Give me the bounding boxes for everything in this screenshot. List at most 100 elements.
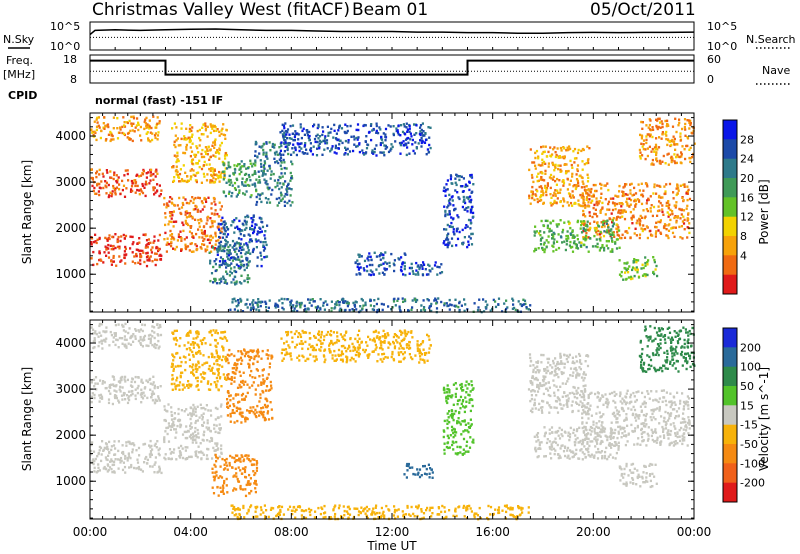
- data-cell: [307, 298, 309, 300]
- data-cell: [223, 134, 225, 136]
- data-cell: [257, 304, 259, 306]
- data-cell: [144, 324, 146, 326]
- data-cell: [320, 298, 322, 300]
- data-cell: [225, 230, 227, 232]
- data-cell: [366, 143, 368, 145]
- data-cell: [237, 393, 239, 395]
- data-cell: [587, 194, 589, 196]
- data-cell: [262, 378, 264, 380]
- data-cell: [671, 156, 673, 158]
- data-cell: [246, 384, 248, 386]
- data-cell: [674, 143, 676, 145]
- data-cell: [215, 270, 217, 272]
- data-cell: [287, 147, 289, 149]
- data-cell: [619, 237, 621, 239]
- data-cell: [247, 167, 249, 169]
- data-cell: [155, 247, 157, 249]
- data-cell: [555, 151, 557, 153]
- data-cell: [655, 144, 657, 146]
- data-cell: [561, 241, 563, 243]
- data-cell: [263, 249, 265, 251]
- data-cell: [440, 263, 442, 265]
- data-cell: [652, 126, 654, 128]
- data-cell: [552, 178, 554, 180]
- data-cell: [197, 429, 199, 431]
- data-cell: [642, 209, 644, 211]
- data-cell: [505, 300, 507, 302]
- data-cell: [221, 128, 223, 130]
- data-cell: [655, 268, 657, 270]
- data-cell: [108, 252, 110, 254]
- data-cell: [414, 298, 416, 300]
- data-cell: [154, 387, 156, 389]
- data-cell: [149, 119, 151, 121]
- data-cell: [503, 302, 505, 304]
- data-cell: [455, 182, 457, 184]
- data-cell: [447, 179, 449, 181]
- data-cell: [599, 238, 601, 240]
- data-cell: [214, 125, 216, 127]
- data-cell: [260, 254, 262, 256]
- data-cell: [190, 146, 192, 148]
- data-cell: [205, 129, 207, 131]
- data-cell: [593, 235, 595, 237]
- data-cell: [409, 131, 411, 133]
- data-cell: [410, 135, 412, 137]
- data-cell: [229, 274, 231, 276]
- data-cell: [668, 230, 670, 232]
- data-cell: [276, 184, 278, 186]
- data-cell: [215, 449, 217, 451]
- data-cell: [254, 155, 256, 157]
- data-cell: [91, 243, 93, 245]
- data-cell: [170, 238, 172, 240]
- data-cell: [238, 265, 240, 267]
- data-cell: [237, 299, 239, 301]
- data-cell: [233, 372, 235, 374]
- data-cell: [138, 242, 140, 244]
- data-cell: [394, 259, 396, 261]
- data-cell: [293, 151, 295, 153]
- data-cell: [367, 256, 369, 258]
- data-cell: [375, 268, 377, 270]
- data-cell: [260, 146, 262, 148]
- data-cell: [277, 179, 279, 181]
- data-cell: [559, 155, 561, 157]
- data-cell: [239, 408, 241, 410]
- data-cell: [233, 355, 235, 357]
- data-cell: [262, 149, 264, 151]
- data-cell: [157, 138, 159, 140]
- data-cell: [156, 323, 158, 325]
- data-cell: [150, 174, 152, 176]
- data-cell: [347, 141, 349, 143]
- data-cell: [118, 176, 120, 178]
- data-cell: [617, 238, 619, 240]
- data-cell: [197, 172, 199, 174]
- data-cell: [149, 456, 151, 458]
- data-cell: [234, 258, 236, 260]
- data-cell: [216, 445, 218, 447]
- data-cell: [688, 127, 690, 129]
- data-cell: [214, 233, 216, 235]
- data-cell: [681, 153, 683, 155]
- data-cell: [430, 303, 432, 305]
- data-cell: [277, 204, 279, 206]
- data-cell: [635, 192, 637, 194]
- data-cell: [251, 228, 253, 230]
- data-cell: [655, 157, 657, 159]
- data-cell: [99, 400, 101, 402]
- data-cell: [427, 264, 429, 266]
- data-cell: [123, 234, 125, 236]
- data-cell: [634, 275, 636, 277]
- data-cell: [231, 467, 233, 469]
- data-cell: [295, 149, 297, 151]
- data-cell: [165, 216, 167, 218]
- data-cell: [335, 301, 337, 303]
- data-cell: [545, 194, 547, 196]
- data-cell: [296, 301, 298, 303]
- data-cell: [548, 235, 550, 237]
- data-cell: [209, 389, 211, 391]
- data-cell: [565, 249, 567, 251]
- data-cell: [576, 234, 578, 236]
- data-cell: [250, 356, 252, 358]
- data-cell: [207, 409, 209, 411]
